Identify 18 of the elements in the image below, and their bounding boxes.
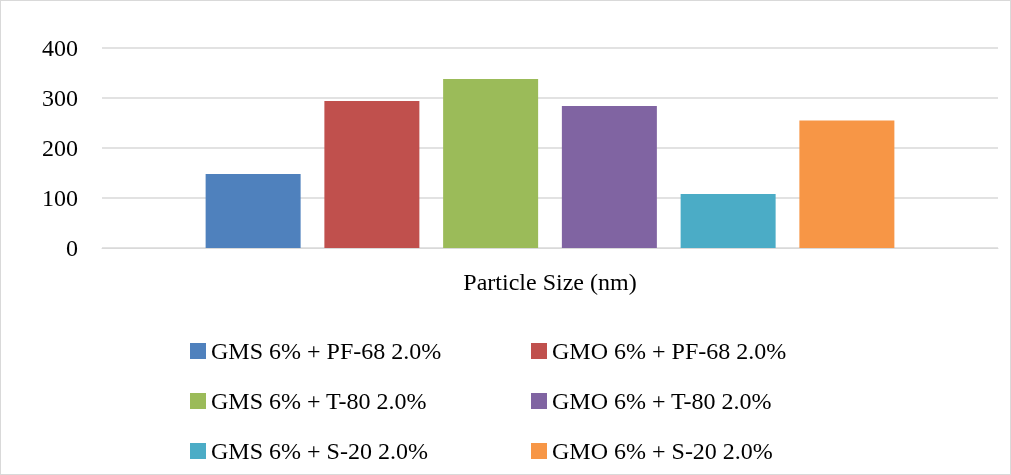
- legend-label: GMO 6% + PF-68 2.0%: [552, 338, 787, 364]
- legend-label: GMS 6% + T-80 2.0%: [211, 388, 427, 414]
- bar: [799, 120, 895, 248]
- legend-label: GMO 6% + S-20 2.0%: [552, 438, 773, 464]
- legend-label: GMS 6% + PF-68 2.0%: [211, 338, 442, 364]
- x-tick-label: Particle Size (nm): [463, 269, 637, 295]
- y-tick-label: 0: [66, 235, 78, 261]
- y-tick-label: 300: [42, 85, 78, 111]
- y-tick-label: 400: [42, 35, 78, 61]
- bar: [205, 174, 301, 248]
- legend-label: GMS 6% + S-20 2.0%: [211, 438, 428, 464]
- bar: [680, 194, 776, 248]
- legend-label: GMO 6% + T-80 2.0%: [552, 388, 772, 414]
- y-tick-label: 100: [42, 185, 78, 211]
- bar: [561, 106, 657, 248]
- bar: [324, 101, 420, 248]
- y-tick-label: 200: [42, 135, 78, 161]
- bar: [443, 79, 539, 248]
